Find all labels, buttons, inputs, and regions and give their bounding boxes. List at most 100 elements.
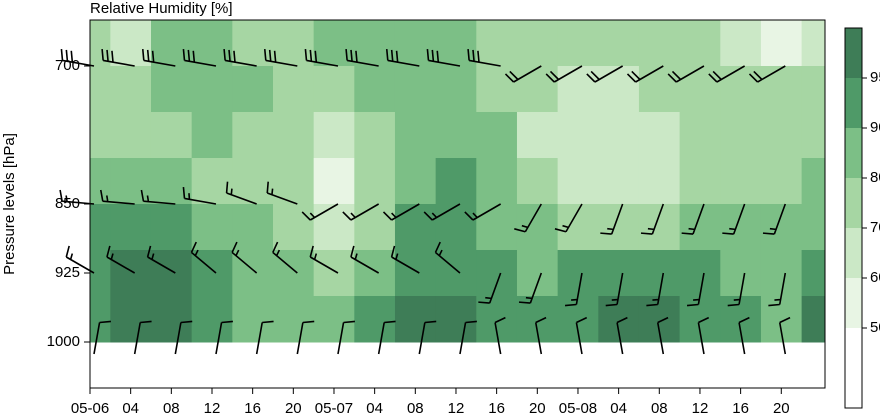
wind-barb [60, 49, 95, 67]
x-tick-label: 05-07 [315, 400, 353, 417]
contour-cell [720, 250, 762, 297]
colorbar-band [845, 78, 862, 128]
contour-cell [232, 112, 274, 159]
contour-cell [435, 204, 477, 251]
contour-cell [516, 158, 559, 205]
contour-cell [313, 250, 355, 297]
contour-cell [516, 250, 559, 297]
contour-cell [90, 112, 111, 159]
x-tick-label: 04 [122, 400, 139, 417]
contour-cell [110, 204, 152, 251]
contour-cell [191, 20, 233, 67]
wind-barb [494, 316, 506, 355]
contour-cell [476, 158, 518, 205]
contour-cell [90, 250, 111, 297]
y-tick-label: 1000 [47, 333, 80, 350]
contour-cell [394, 112, 437, 159]
x-tick-label: 12 [692, 400, 709, 417]
contour-cell [720, 158, 762, 205]
contour-cell [191, 112, 233, 159]
wind-barb [464, 203, 502, 221]
contour-cell [801, 204, 826, 251]
colorbar-label: 95 [870, 69, 880, 86]
contour-cell [354, 204, 396, 251]
wind-barb [190, 241, 217, 274]
contour-cell [354, 112, 396, 159]
contour-cell [313, 66, 355, 113]
contour-cell [150, 20, 193, 67]
contour-cell [394, 66, 437, 113]
wind-barb [626, 65, 664, 83]
colorbar-band [845, 128, 862, 178]
contour-cell [679, 112, 721, 159]
wind-barb [656, 316, 669, 355]
contour-cell [150, 158, 193, 205]
wind-barb [101, 49, 135, 67]
contour-cell [679, 66, 721, 113]
wind-barb [697, 316, 710, 355]
wind-barb [564, 272, 583, 307]
wind-barb [385, 49, 420, 67]
contour-cell [232, 204, 274, 251]
contour-cell [638, 250, 681, 297]
contour-cell [394, 204, 437, 251]
contour-cell [110, 158, 152, 205]
contour-cell [354, 158, 396, 205]
wind-barb [93, 320, 111, 355]
contour-cell [150, 296, 193, 343]
wind-barb [534, 316, 547, 355]
wind-barb [514, 203, 542, 233]
wind-barb [518, 272, 543, 304]
contour-cell [272, 158, 315, 205]
x-tick-label: 16 [488, 400, 505, 417]
wind-barb [748, 65, 786, 83]
wind-barb [640, 203, 665, 235]
contour-cell [232, 296, 274, 343]
contour-cell [110, 250, 152, 297]
wind-barb [106, 245, 136, 274]
wind-barb [616, 316, 628, 355]
contour-cell [476, 66, 518, 113]
wind-barb [762, 203, 787, 235]
wind-barb [301, 203, 339, 221]
contour-cell [476, 250, 518, 297]
wind-barb [342, 203, 380, 221]
x-tick-label: 20 [285, 400, 302, 417]
colorbar-band [845, 278, 862, 328]
x-tick-label: 08 [163, 400, 180, 417]
contour-cell [476, 204, 518, 251]
y-axis-label: Pressure levels [hPa] [1, 133, 18, 275]
x-tick-label: 12 [204, 400, 221, 417]
contour-cell [150, 204, 193, 251]
contour-cell [476, 112, 518, 159]
colorbar-band [845, 228, 862, 278]
contour-cell [272, 112, 315, 159]
colorbar-label: 70 [870, 219, 880, 236]
x-tick-label: 16 [244, 400, 261, 417]
wind-barb [225, 181, 257, 205]
contour-cell [720, 20, 762, 67]
wind-barb [223, 49, 257, 67]
contour-cell [516, 66, 559, 113]
colorbar-frame [844, 27, 863, 409]
y-tick-label: 700 [55, 57, 80, 74]
contour-cell [598, 158, 640, 205]
x-tick-label: 08 [651, 400, 668, 417]
contour-cell [354, 250, 396, 297]
wind-barb [418, 320, 437, 355]
contour-cell [476, 20, 518, 67]
wind-barb [337, 320, 355, 355]
contour-cell [801, 66, 826, 113]
wind-barb [263, 49, 298, 67]
contour-cell [760, 20, 803, 67]
contour-cell [516, 112, 559, 159]
x-tick-label: 05-08 [559, 400, 597, 417]
wind-barb [600, 203, 624, 235]
contour-cell [232, 66, 274, 113]
colorbar-label: 60 [870, 269, 880, 286]
y-tick-label: 850 [55, 195, 80, 212]
contour-cell [598, 66, 640, 113]
contour-cell [150, 250, 193, 297]
contour-cell [394, 158, 437, 205]
